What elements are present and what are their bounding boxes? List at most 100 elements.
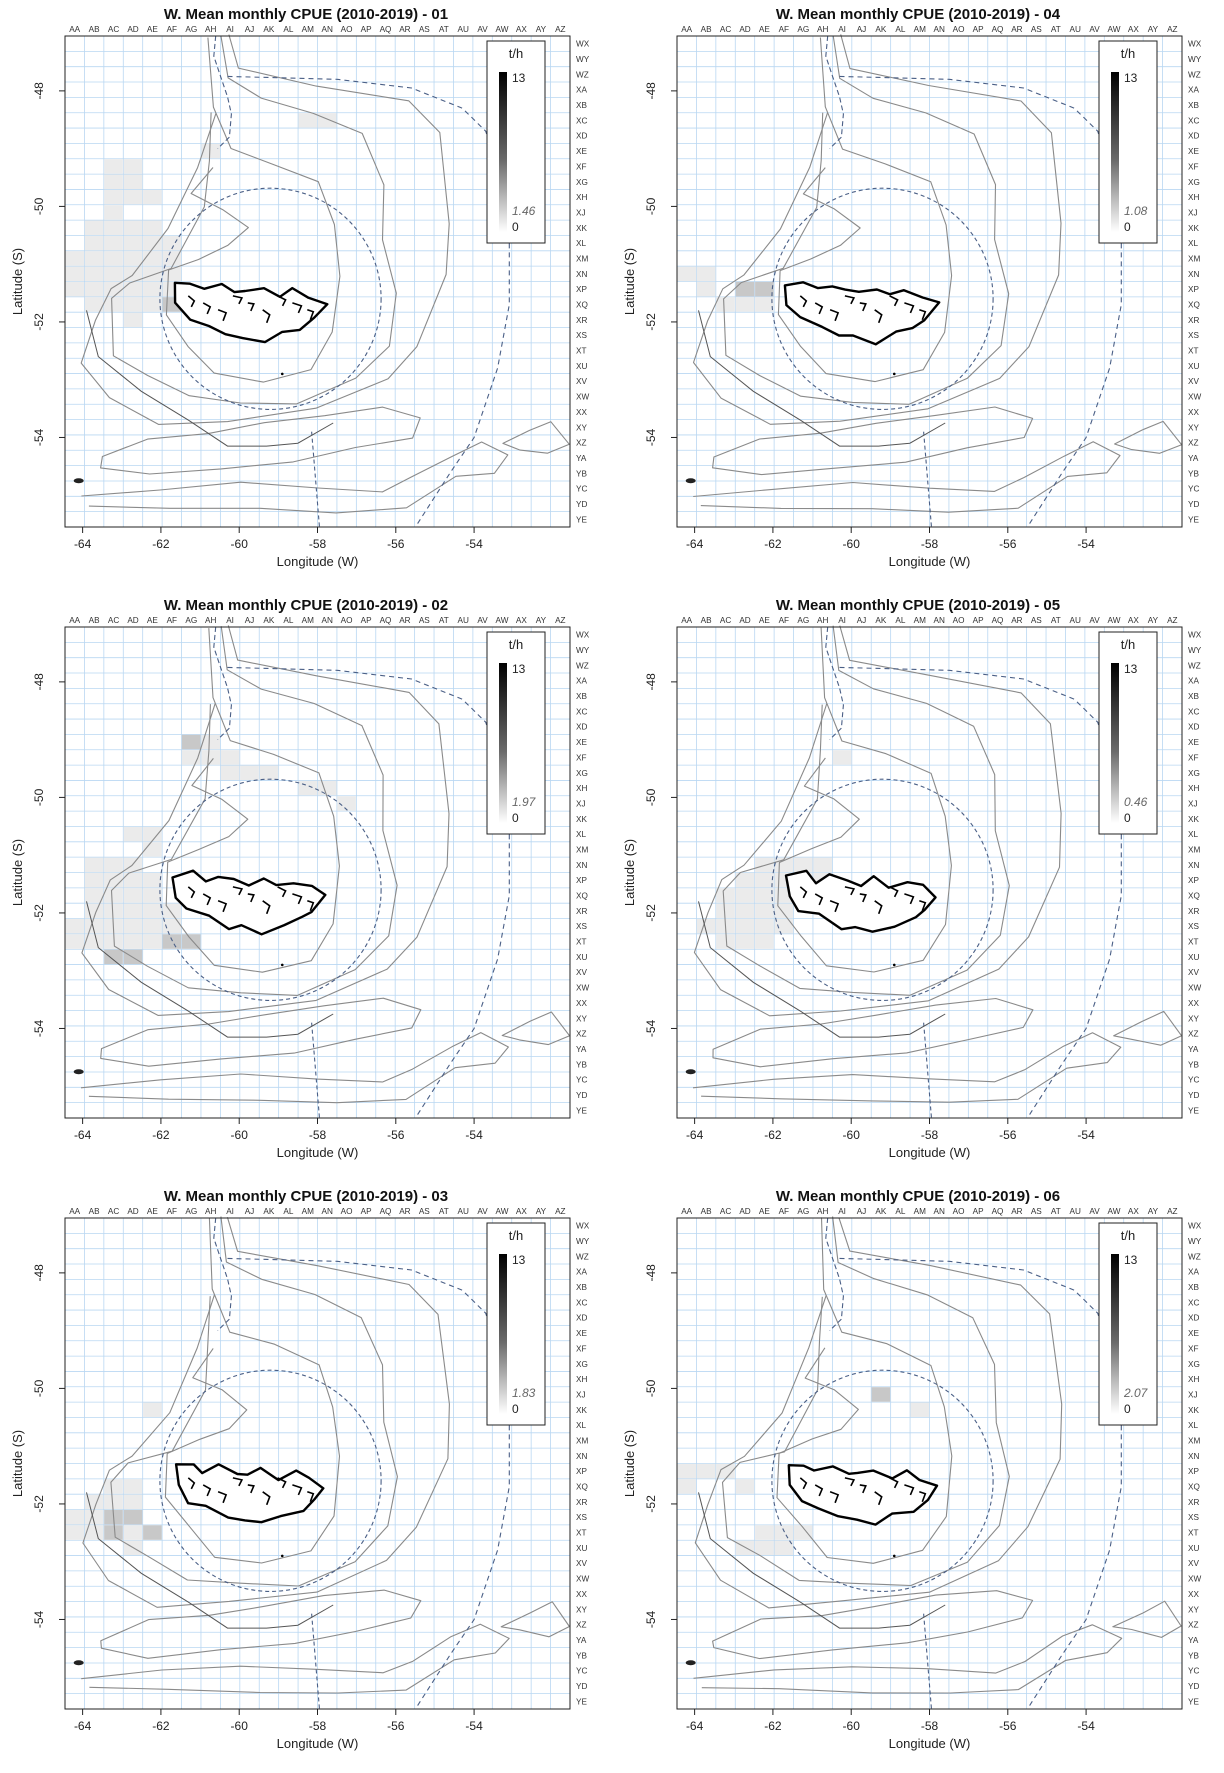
cpue-cell — [143, 842, 162, 857]
grid-column-code: AL — [283, 616, 293, 625]
grid-row-code: XS — [1188, 331, 1199, 340]
coast-inlet — [187, 1477, 196, 1490]
cpue-cell — [104, 1525, 123, 1540]
grid-row-code: XD — [576, 723, 587, 732]
cpue-cell — [104, 189, 123, 205]
grid-column-code: AH — [205, 1207, 216, 1216]
cpue-cell — [104, 297, 123, 312]
grid-row-code: XM — [1188, 1437, 1200, 1446]
y-tick-label: -48 — [644, 82, 658, 100]
staten-island — [685, 478, 696, 484]
grid-row-code: XR — [576, 907, 587, 916]
grid-row-code: XW — [576, 393, 589, 402]
grid-column-code: AH — [205, 25, 216, 34]
depth-contour — [1112, 1600, 1182, 1638]
cpue-cell — [104, 949, 123, 965]
y-tick-label: -54 — [644, 428, 658, 446]
small-island — [892, 963, 896, 967]
staten-island — [73, 1069, 84, 1075]
grid-row-code: YD — [576, 500, 587, 509]
southwest-boundary — [698, 310, 946, 447]
grid-row-code: WX — [1188, 40, 1202, 49]
grid-column-code: AH — [817, 25, 828, 34]
depth-contour — [721, 1216, 1010, 1587]
staten-island — [73, 478, 84, 484]
coast-inlet — [217, 900, 228, 913]
grid-column-code: AP — [361, 25, 372, 34]
depth-contour — [110, 626, 398, 996]
cpue-cell — [716, 297, 735, 312]
grid-row-code: XH — [1188, 784, 1199, 793]
depth-contour — [100, 997, 422, 1067]
small-island — [892, 372, 896, 376]
grid-column-code: AY — [536, 25, 547, 34]
coast-inlet — [277, 1477, 287, 1489]
grid-row-code: XK — [576, 815, 587, 824]
cpue-cell — [84, 220, 104, 235]
grid-row-code: YA — [576, 454, 587, 463]
legend-mean-value: 1.08 — [1124, 204, 1148, 218]
grid-column-code: AX — [516, 1207, 527, 1216]
grid-row-code: XX — [576, 408, 587, 417]
grid-column-code: AD — [127, 25, 138, 34]
grid-column-code: AP — [973, 25, 984, 34]
falkland-islands — [787, 1464, 939, 1526]
grid-row-code: YC — [576, 485, 587, 494]
grid-column-code: AY — [1148, 1207, 1159, 1216]
legend-mean-value: 1.46 — [512, 204, 536, 218]
grid-row-code: XV — [1188, 377, 1199, 386]
cpue-cell — [123, 872, 143, 888]
depth-contours — [81, 1216, 570, 1694]
grid-row-code: XC — [1188, 116, 1199, 125]
legend-box — [486, 631, 546, 835]
cpue-cell — [755, 872, 774, 888]
grid-row-code: XB — [1188, 101, 1199, 110]
grid-row-code: XE — [576, 147, 587, 156]
map-svg: W. Mean monthly CPUE (2010-2019) - 05 AA A… — [622, 597, 1202, 1160]
legend-color-ramp — [1111, 663, 1119, 823]
x-tick-label: -56 — [387, 1128, 405, 1142]
grid-column-code: AR — [399, 25, 410, 34]
y-tick-label: -48 — [644, 1264, 658, 1282]
depth-contour — [100, 406, 421, 475]
grid-row-code: XT — [1188, 347, 1198, 356]
cpue-cell — [220, 750, 240, 765]
grid-row-code: XS — [576, 922, 587, 931]
grid-row-code: XG — [576, 769, 588, 778]
grid-row-code: XJ — [576, 1391, 586, 1400]
cpue-cell — [84, 857, 104, 873]
grid-row-code: XZ — [576, 1621, 586, 1630]
grid-row-code: XS — [1188, 922, 1199, 931]
x-tick-label: -62 — [764, 537, 782, 551]
cpue-map-panel-04: W. Mean monthly CPUE (2010-2019) - 04 AA A… — [612, 0, 1224, 591]
cpue-cell — [123, 903, 143, 919]
coast-inlet — [814, 1484, 824, 1497]
map-svg: W. Mean monthly CPUE (2010-2019) - 06 AA A… — [622, 1188, 1202, 1751]
cpue-cell — [143, 251, 162, 266]
grid-column-code: AT — [1051, 1207, 1061, 1216]
cpue-cell — [793, 1525, 813, 1540]
depth-contours — [693, 1216, 1182, 1694]
x-axis-label: Longitude (W) — [277, 1145, 359, 1160]
depth-contour — [776, 1217, 953, 1564]
fcc-boundary — [825, 626, 844, 740]
grid-column-code: AL — [895, 616, 905, 625]
coast-inlet — [217, 309, 228, 322]
grid-column-code: AS — [1031, 616, 1042, 625]
x-tick-label: -60 — [843, 1128, 861, 1142]
cpue-cell — [696, 1463, 716, 1479]
cpue-cell — [696, 281, 716, 297]
grid-row-code: XN — [576, 861, 587, 870]
grid-row-code: YB — [1188, 469, 1199, 478]
cpue-cell — [104, 888, 123, 903]
grid-row-code: YC — [576, 1076, 587, 1085]
grid-row-code: XF — [576, 753, 586, 762]
legend-unit: t/h — [509, 1228, 523, 1243]
grid-row-code: WY — [1188, 646, 1202, 655]
depth-contour — [82, 1217, 450, 1608]
fcc-boundary — [825, 1217, 844, 1331]
depth-contour — [693, 441, 1121, 513]
grid-column-code: AB — [701, 1207, 712, 1216]
cpue-cell — [201, 750, 220, 765]
depth-contour — [693, 625, 1062, 1017]
